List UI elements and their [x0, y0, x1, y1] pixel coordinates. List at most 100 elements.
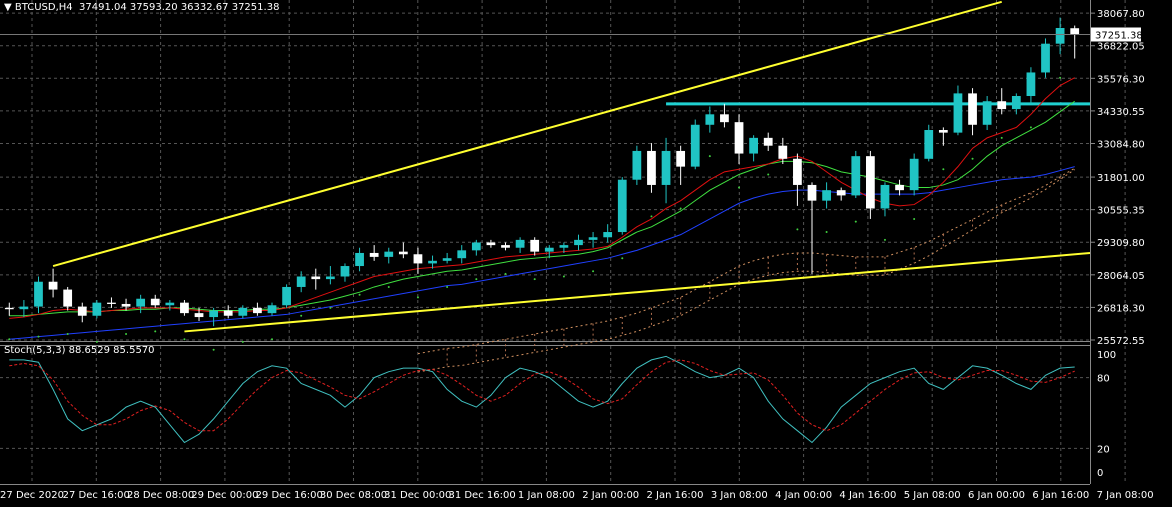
price-tick-label: 28064.05 [1097, 271, 1145, 282]
candle-body [544, 247, 554, 252]
candle-body [866, 156, 875, 209]
upper-trendline [52, 0, 1002, 268]
candle-body [895, 184, 904, 191]
candle-body [136, 298, 146, 307]
channel-lower [417, 169, 1075, 373]
candle-body [938, 130, 948, 133]
candle-body [661, 150, 671, 185]
ohlc-values: 37491.04 37593.20 36332.67 37251.38 [79, 2, 280, 13]
sar-dot [971, 157, 974, 160]
candle-body [457, 250, 467, 259]
time-tick-label: 7 Jan 08:00 [1097, 490, 1154, 501]
sar-dot [708, 155, 711, 158]
sar-dot [241, 340, 244, 343]
sar-dot [767, 173, 770, 176]
candle-body [588, 237, 598, 240]
candle-body [690, 124, 700, 167]
candle-body [836, 190, 846, 196]
price-tick-label: 34330.55 [1097, 107, 1145, 118]
price-tick-label: 25572.55 [1097, 336, 1145, 347]
sar-dot [446, 285, 449, 288]
candle-body [924, 130, 934, 159]
sar-dot [679, 207, 682, 210]
time-tick-label: 5 Jan 08:00 [904, 490, 961, 501]
sar-dot [796, 228, 799, 231]
candle-body [121, 303, 131, 307]
candle-body [749, 137, 758, 154]
stoch-tick-label: 80 [1097, 374, 1110, 385]
sar-dot [125, 333, 128, 336]
stoch-tick-label: 0 [1097, 468, 1103, 479]
candle-body [92, 302, 102, 316]
candle-body [632, 150, 642, 180]
candle-body [778, 145, 788, 159]
sar-dot [913, 217, 916, 220]
current-price-box [1091, 27, 1141, 42]
time-tick-label: 4 Jan 00:00 [775, 490, 832, 501]
candle-body [340, 266, 350, 277]
candle-body [369, 252, 379, 257]
sar-dot [416, 296, 419, 299]
current-price-label: 37251.38 [1095, 30, 1143, 41]
candle-body [413, 254, 423, 264]
candle-body [107, 302, 116, 304]
sar-dot [650, 215, 653, 218]
candle-body [398, 251, 408, 255]
stoch-signal-line [9, 359, 1075, 432]
candle-body [501, 245, 510, 248]
time-tick-label: 1 Jan 08:00 [518, 490, 575, 501]
candle-body [180, 302, 189, 314]
sar-dot [300, 314, 303, 317]
sar-dot [592, 270, 595, 273]
candle-body [253, 307, 262, 314]
sar-dot [738, 186, 741, 189]
candle-body [953, 93, 963, 133]
stoch-tick-label: 20 [1097, 444, 1110, 455]
candle-body [48, 281, 58, 290]
sar-dot [358, 293, 361, 296]
candle-body [982, 101, 992, 125]
candle-body [384, 251, 394, 257]
time-tick-label: 31 Dec 00:00 [384, 490, 451, 501]
candle-body [705, 114, 715, 125]
price-tick-label: 30555.35 [1097, 206, 1145, 217]
price-tick-label: 36822.05 [1097, 42, 1145, 53]
candle-body [4, 307, 14, 310]
time-tick-label: 30 Dec 08:00 [320, 490, 387, 501]
sar-dot [387, 285, 390, 288]
candle-body [34, 281, 43, 307]
ma-lime-line [9, 100, 1075, 317]
sar-dot [95, 340, 98, 343]
candle-body [19, 306, 29, 310]
candle-body [282, 286, 291, 306]
price-tick-label: 33084.80 [1097, 139, 1145, 150]
candle-body [603, 232, 613, 238]
time-tick-label: 29 Dec 00:00 [191, 490, 258, 501]
candle-body [442, 258, 452, 261]
time-tick-label: 2 Jan 16:00 [647, 490, 704, 501]
candle-body [194, 313, 204, 318]
candle-body [471, 242, 481, 251]
symbol-header: ▼ BTCUSD,H4 37491.04 37593.20 36332.67 3… [4, 2, 280, 13]
price-tick-label: 26818.30 [1097, 303, 1145, 314]
candle-body [822, 190, 831, 201]
candle-body [676, 150, 686, 167]
candle-body [763, 137, 773, 146]
price-tick-label: 31801.00 [1097, 173, 1145, 184]
time-tick-label: 29 Dec 16:00 [256, 490, 323, 501]
candle-body [515, 239, 525, 248]
sar-dot [8, 338, 11, 341]
time-tick-label: 4 Jan 16:00 [839, 490, 896, 501]
candle-body [793, 158, 802, 185]
candle-body [238, 307, 248, 316]
time-tick-label: 6 Jan 00:00 [968, 490, 1025, 501]
sar-dot [1059, 76, 1062, 79]
sar-dot [533, 278, 536, 281]
candle-body [311, 276, 321, 280]
candle-body [909, 158, 919, 191]
candle-body [1055, 27, 1065, 44]
candle-body [880, 184, 890, 209]
time-tick-label: 31 Dec 16:00 [448, 490, 515, 501]
sar-dot [1000, 136, 1003, 139]
sar-dot [475, 278, 478, 281]
